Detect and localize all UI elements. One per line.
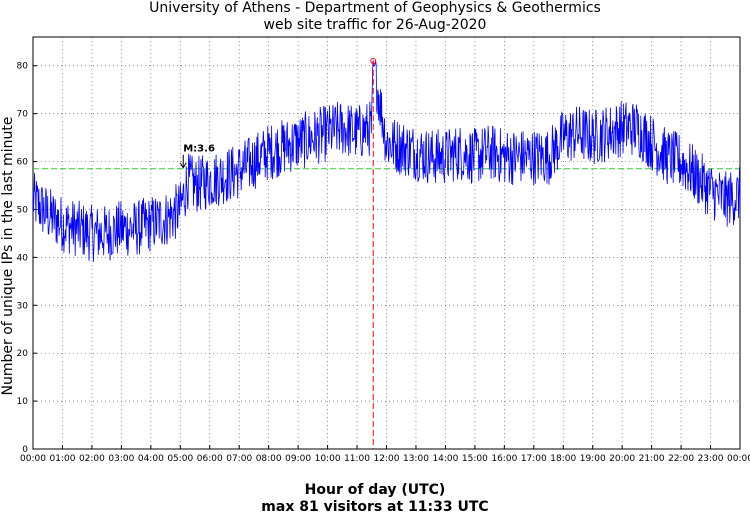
x-tick-label: 15:00 <box>462 454 488 464</box>
x-tick-label: 02:00 <box>79 454 105 464</box>
y-tick-label: 20 <box>17 349 29 359</box>
y-tick-label: 70 <box>17 110 29 120</box>
x-tick-label: 05:00 <box>167 454 193 464</box>
y-tick-label: 80 <box>17 62 29 72</box>
y-tick-label: 30 <box>17 301 29 311</box>
max-marker-point <box>370 57 377 64</box>
x-tick-label: 18:00 <box>550 454 576 464</box>
chart-subtitle: web site traffic for 26-Aug-2020 <box>263 17 487 33</box>
annotation-arrow-head <box>179 162 187 169</box>
x-tick-label: 13:00 <box>403 454 429 464</box>
x-tick-label: 08:00 <box>256 454 282 464</box>
x-tick-label: 00:00 <box>20 454 46 464</box>
x-tick-label: 07:00 <box>226 454 252 464</box>
x-tick-label: 23:00 <box>698 454 724 464</box>
x-tick-label: 11:00 <box>344 454 370 464</box>
y-tick-label: 40 <box>17 253 29 263</box>
y-tick-label: 10 <box>17 397 29 407</box>
x-tick-label: 01:00 <box>49 454 75 464</box>
x-tick-label: 10:00 <box>315 454 341 464</box>
x-tick-label: 09:00 <box>285 454 311 464</box>
x-tick-label: 12:00 <box>374 454 400 464</box>
x-tick-label: 00:00 <box>727 454 750 464</box>
x-tick-label: 17:00 <box>521 454 547 464</box>
x-tick-label: 22:00 <box>668 454 694 464</box>
x-tick-label: 19:00 <box>580 454 606 464</box>
x-tick-label: 03:00 <box>108 454 134 464</box>
y-tick-label: 0 <box>22 445 28 455</box>
x-tick-label: 04:00 <box>138 454 164 464</box>
x-tick-label: 21:00 <box>639 454 665 464</box>
x-axis-label: Hour of day (UTC) <box>304 482 446 498</box>
x-tick-label: 14:00 <box>432 454 458 464</box>
x-tick-label: 20:00 <box>609 454 635 464</box>
y-tick-label: 60 <box>17 158 29 168</box>
y-axis-label: Number of unique IPs in the last minute <box>0 116 16 396</box>
x-tick-label: 16:00 <box>491 454 517 464</box>
annotation-label: M:3.6 <box>183 144 215 155</box>
x-tick-label: 06:00 <box>197 454 223 464</box>
summary-label: max 81 visitors at 11:33 UTC <box>261 499 489 515</box>
chart-title: University of Athens - Department of Geo… <box>149 0 601 16</box>
y-tick-label: 50 <box>17 205 29 215</box>
traffic-series-line <box>32 59 741 262</box>
